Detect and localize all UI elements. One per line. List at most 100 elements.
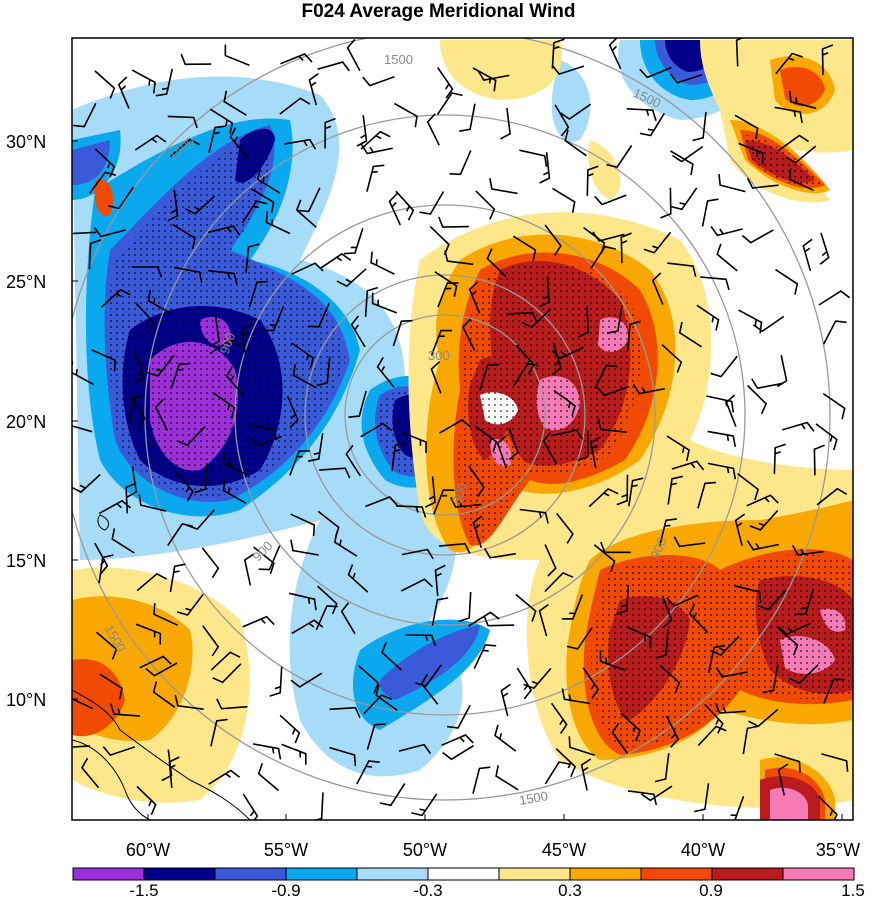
wind-barb — [710, 355, 738, 378]
wind-barb — [762, 664, 779, 694]
wind-barb — [99, 673, 123, 700]
stippling-positive — [458, 135, 853, 748]
wind-barb — [176, 425, 206, 447]
wind-barb — [430, 329, 452, 356]
plot-area — [72, 38, 853, 820]
lon-label: 35°W — [816, 840, 860, 860]
wind-barb — [580, 758, 592, 791]
wind-barb — [737, 472, 760, 501]
wind-barb — [324, 117, 336, 149]
wind-barb — [241, 200, 268, 224]
lon-label: 55°W — [264, 840, 308, 860]
wind-barb — [257, 763, 280, 792]
wind-barb — [659, 664, 681, 694]
wind-barb — [439, 542, 471, 554]
wind-barb — [395, 190, 415, 221]
wind-barb — [129, 394, 144, 424]
wind-barb — [176, 593, 204, 616]
wind-barb — [477, 70, 510, 81]
wind-barb — [420, 673, 439, 705]
wind-barb — [577, 306, 590, 338]
wind-barb — [734, 114, 759, 140]
wind-barb — [111, 528, 135, 554]
wind-barb — [240, 323, 252, 356]
wind-barb — [242, 793, 259, 820]
wind-barb — [360, 422, 393, 438]
wind-barb — [169, 138, 201, 158]
wind-barb — [280, 53, 313, 65]
wind-barb — [252, 743, 282, 760]
wind-barb — [360, 143, 393, 155]
wind-barb — [594, 194, 627, 206]
wind-barb — [288, 592, 317, 611]
wind-barb — [426, 113, 440, 146]
wind-barb — [512, 235, 537, 261]
wind-barb — [749, 509, 779, 531]
wind-barb — [429, 225, 450, 255]
wind-barb — [345, 444, 362, 477]
wind-barb — [250, 188, 275, 214]
wind-barb — [134, 351, 145, 385]
wind-barb — [208, 315, 220, 348]
wind-barb — [776, 355, 788, 388]
wind-barb — [729, 796, 745, 820]
wind-barb — [437, 216, 469, 228]
wind-barb — [379, 782, 406, 807]
wind-barb — [620, 712, 641, 742]
wind-barb — [194, 463, 208, 494]
wind-barb — [538, 603, 549, 637]
wind-barb — [746, 494, 779, 507]
coastline — [72, 514, 251, 820]
wind-barb — [794, 588, 815, 616]
wind-barb — [307, 302, 331, 328]
colorbar-swatch — [782, 867, 855, 881]
wind-barb — [437, 67, 454, 99]
wind-barb — [747, 384, 768, 415]
wind-barb — [169, 563, 186, 593]
wind-barb — [590, 245, 616, 269]
wind-barb — [599, 650, 626, 672]
wind-barb — [154, 398, 169, 431]
lat-label: 20°N — [6, 412, 46, 432]
wind-barb — [707, 644, 726, 673]
wind-barb — [593, 544, 616, 572]
wind-barb — [483, 547, 516, 559]
wind-barb — [700, 276, 730, 291]
wind-barb — [174, 694, 204, 710]
wind-barb — [752, 315, 785, 333]
colorbar-label: -0.3 — [413, 881, 442, 900]
wind-barb — [295, 199, 317, 228]
wind-barb — [436, 92, 463, 116]
wind-barb — [343, 227, 364, 255]
wind-barb — [366, 164, 385, 192]
wind-barb — [714, 702, 746, 714]
lon-label: 60°W — [126, 840, 170, 860]
wind-barb — [746, 540, 779, 551]
wind-barb — [173, 266, 203, 284]
wind-barb — [208, 769, 241, 785]
lat-label: 30°N — [6, 132, 46, 152]
wind-barb — [290, 513, 316, 537]
wind-barb — [125, 482, 137, 514]
wind-barb — [88, 239, 102, 270]
wind-barb — [135, 623, 162, 645]
wind-barb — [446, 704, 471, 729]
longitude-axis: 60°W 55°W 50°W 45°W 40°W 35°W — [126, 814, 860, 860]
range-rings — [72, 38, 831, 801]
wind-barb — [444, 250, 474, 266]
colorbar-label: -1.5 — [129, 881, 158, 900]
wind-barb — [544, 224, 562, 256]
wind-barb — [821, 44, 834, 76]
wind-barb — [489, 178, 518, 195]
wind-barb — [291, 342, 315, 369]
wind-barb — [401, 548, 434, 560]
wind-barb — [117, 76, 130, 109]
colorbar-swatch — [356, 867, 429, 881]
wind-barb — [671, 187, 698, 211]
wind-barb — [286, 395, 299, 429]
wind-barb — [694, 783, 710, 813]
wind-barb — [742, 725, 759, 755]
wind-barb — [552, 187, 576, 213]
lon-label: 50°W — [403, 840, 447, 860]
wind-barb — [544, 761, 571, 785]
